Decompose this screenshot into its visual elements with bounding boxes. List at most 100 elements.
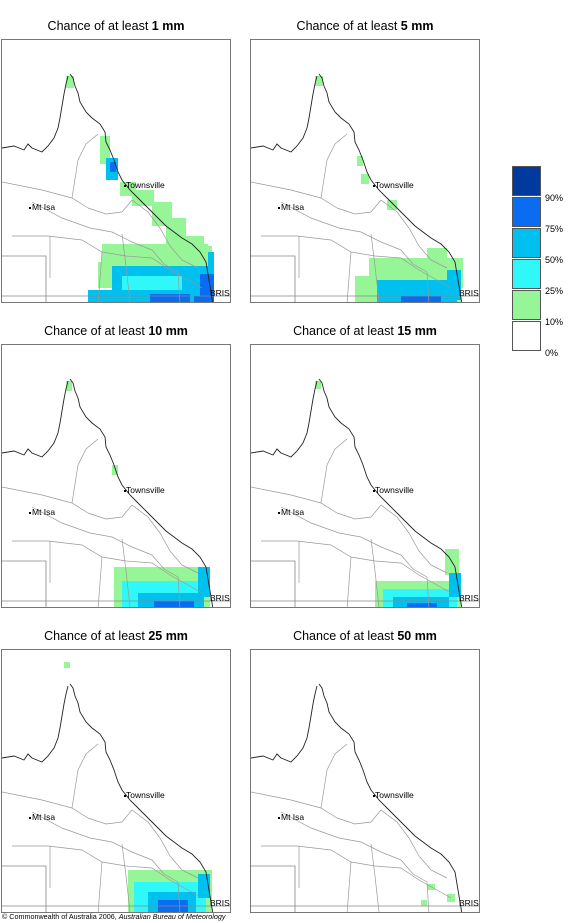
legend-label-90: 90%: [545, 193, 564, 203]
townsville-label: Townsville: [126, 485, 165, 495]
town-marker: [278, 207, 280, 209]
state-border: [251, 865, 296, 912]
legend-swatch-0: [512, 321, 541, 351]
district-border: [131, 809, 171, 857]
state-border: [251, 560, 296, 607]
legend-label-25: 25%: [545, 286, 564, 296]
brisbane-label: BRIS: [210, 898, 230, 908]
district-border: [346, 861, 352, 912]
district-border: [251, 791, 338, 819]
mount-isa-label: Mt Isa: [32, 507, 55, 517]
district-border: [380, 504, 420, 552]
district-border: [2, 486, 89, 514]
district-border: [177, 271, 181, 302]
district-border: [280, 506, 402, 556]
district-border: [121, 538, 131, 607]
district-border: [71, 133, 99, 199]
town-marker: [29, 207, 31, 209]
town-marker: [278, 817, 280, 819]
rainfall-probability-area: [427, 248, 447, 260]
rainfall-probability-area: [98, 262, 116, 288]
qld-map: Townsville Mt Isa BRIS: [2, 73, 230, 302]
map-frame: Townsville Mt Isa BRIS: [1, 649, 231, 913]
legend-swatch-75: [512, 197, 541, 227]
rainfall-probability-area: [407, 603, 437, 607]
town-marker: [278, 512, 280, 514]
district-border: [31, 201, 153, 251]
district-border: [87, 199, 133, 215]
district-border: [97, 861, 103, 912]
mount-isa-label: Mt Isa: [281, 202, 304, 212]
state-border: [2, 255, 47, 302]
legend-label-75: 75%: [545, 224, 564, 234]
district-border: [346, 556, 352, 607]
coastline: [318, 378, 463, 607]
district-border: [418, 245, 448, 269]
town-marker: [373, 185, 375, 187]
town-marker: [373, 490, 375, 492]
town-marker: [29, 512, 31, 514]
district-border: [31, 506, 153, 556]
rainfall-probability-area: [154, 601, 194, 607]
district-border: [280, 201, 402, 251]
district-border: [320, 133, 348, 199]
district-border: [426, 576, 430, 607]
rainfall-probability-area: [401, 296, 441, 302]
state-border: [2, 865, 47, 912]
coastline: [251, 380, 318, 458]
state-border: [251, 255, 296, 302]
town-marker: [373, 795, 375, 797]
state-border: [2, 560, 47, 607]
coastline: [69, 378, 214, 607]
rainfall-probability-area: [122, 276, 182, 290]
district-border: [400, 249, 428, 273]
district-border: [336, 809, 382, 825]
rainfall-probability-area: [66, 76, 74, 88]
district-border: [87, 809, 133, 825]
district-border: [97, 251, 103, 302]
district-border: [426, 881, 430, 912]
rainfall-probability-area: [393, 597, 449, 607]
copyright-footer: © Commonwealth of Australia 2006, Austra…: [2, 912, 225, 921]
district-border: [12, 540, 203, 594]
brisbane-label: BRIS: [459, 898, 479, 908]
district-border: [418, 855, 448, 879]
district-border: [251, 181, 338, 209]
district-border: [151, 554, 179, 578]
coastline: [2, 685, 69, 763]
rainfall-probability-area: [361, 174, 369, 184]
qld-map: Townsville Mt Isa BRIS: [251, 683, 479, 912]
district-border: [336, 504, 382, 520]
rainfall-probability-area: [100, 136, 110, 164]
coastline: [2, 380, 69, 458]
probability-legend: 90% 75% 50% 25% 10% 0%: [512, 166, 568, 358]
coastline: [251, 75, 318, 153]
panel-title: Chance of at least 5 mm: [296, 19, 434, 33]
district-border: [2, 181, 89, 209]
district-border: [121, 843, 131, 912]
town-marker: [124, 795, 126, 797]
mount-isa-label: Mt Isa: [32, 812, 55, 822]
district-border: [370, 843, 380, 912]
townsville-label: Townsville: [375, 485, 414, 495]
district-border: [121, 233, 131, 302]
legend-label-0: 0%: [545, 348, 559, 358]
map-frame: Townsville Mt Isa BRIS: [250, 39, 480, 303]
district-border: [31, 811, 153, 861]
rainfall-probability-area: [315, 76, 323, 86]
legend-swatch-90: [512, 166, 541, 196]
district-border: [370, 233, 380, 302]
rainfall-probability-area: [64, 662, 70, 668]
rainfall-probability-area: [132, 190, 154, 206]
panel-title: Chance of at least 1 mm: [47, 19, 185, 33]
district-border: [177, 576, 181, 607]
district-border: [336, 199, 382, 215]
district-border: [418, 550, 448, 574]
qld-map: Townsville Mt Isa BRIS: [2, 662, 230, 912]
map-frame: Townsville Mt Isa BRIS: [250, 649, 480, 913]
brisbane-label: BRIS: [459, 593, 479, 603]
rainfall-probability-area: [449, 573, 461, 597]
panel-title: Chance of at least 15 mm: [293, 324, 437, 338]
mount-isa-label: Mt Isa: [32, 202, 55, 212]
district-border: [320, 743, 348, 809]
